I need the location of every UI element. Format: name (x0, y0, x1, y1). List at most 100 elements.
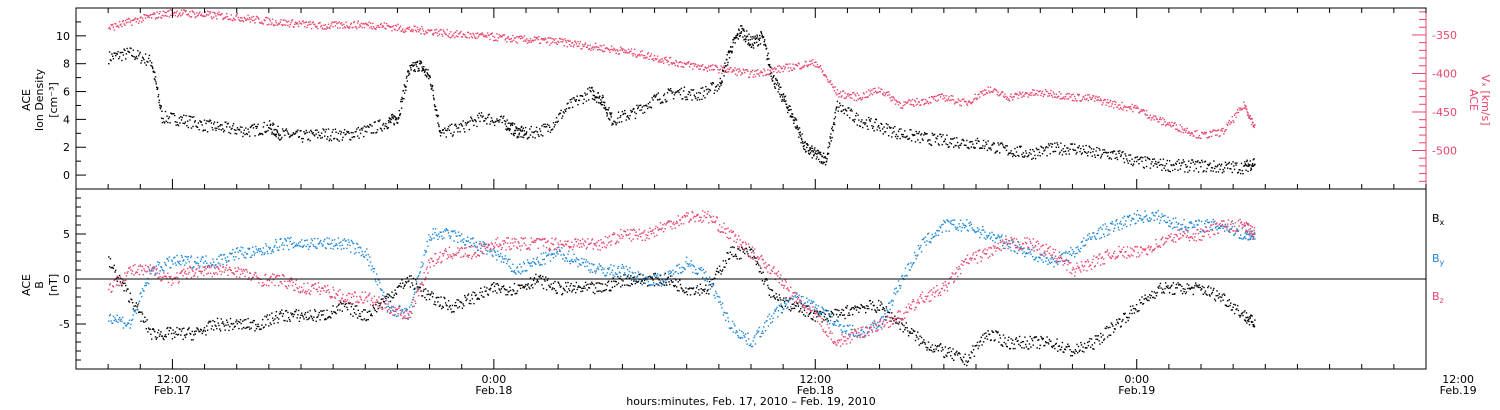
vx-series-point (975, 97, 977, 99)
vx-series-point (1252, 125, 1255, 128)
bx-series-point (909, 331, 911, 333)
ion-density-series-point (1243, 164, 1246, 167)
vx-series-point (332, 26, 334, 28)
bx-series-point (1058, 345, 1061, 347)
vx-series-point (1171, 121, 1173, 124)
bx-series-point (1087, 344, 1090, 347)
ion-density-series-point (933, 133, 936, 136)
ion-density-series-point (946, 144, 949, 146)
bx-series-point (265, 316, 268, 318)
ion-density-series-point (322, 128, 324, 130)
ion-density-series-point (936, 138, 938, 140)
ion-density-series-point (558, 113, 560, 116)
by-series-point (169, 267, 171, 269)
vx-series-point (540, 38, 542, 40)
ion-density-series-point (610, 114, 612, 116)
bx-series-point (162, 337, 164, 339)
ion-density-series-point (368, 126, 370, 128)
bx-series-point (731, 246, 734, 248)
ion-density-series-point (926, 133, 928, 135)
bx-series-point (738, 258, 741, 260)
vx-series-point (1067, 92, 1069, 95)
ion-density-series-point (281, 128, 284, 130)
ion-density-series-point (726, 58, 728, 61)
bx-series-point (592, 291, 594, 294)
vx-series-point (568, 40, 570, 42)
bx-series-point (1119, 318, 1121, 320)
vx-series-point (379, 23, 382, 26)
bx-series-point (627, 284, 630, 287)
ion-density-series-point (590, 90, 592, 93)
ion-density-series-point (467, 121, 470, 123)
ion-density-series-point (1070, 143, 1073, 145)
ion-density-series-point (940, 136, 943, 138)
vx-series-point (255, 15, 258, 18)
ion-density-series-point (454, 123, 457, 125)
vx-series-point (1073, 100, 1075, 102)
vx-series-point (226, 13, 228, 15)
bx-series-point (1188, 284, 1190, 286)
ion-density-series-point (860, 121, 862, 123)
ion-density-series-point (261, 133, 263, 135)
vx-series-point (235, 14, 238, 16)
bx-series-point (604, 289, 606, 291)
ion-density-series-point (724, 62, 726, 64)
bx-series-point (1211, 291, 1214, 294)
bx-series-point (1200, 289, 1202, 291)
ion-density-series-point (771, 78, 773, 80)
bx-series-point (140, 320, 142, 322)
bx-series-point (1164, 287, 1166, 290)
bx-series-point (203, 329, 205, 331)
vx-series-point (281, 24, 283, 26)
vx-series-point (871, 93, 874, 96)
ion-density-series-point (620, 115, 622, 117)
bx-series-point (1131, 312, 1133, 315)
ion-density-series-point (723, 75, 725, 77)
ion-density-series-point (777, 91, 779, 93)
bx-series-point (144, 320, 147, 323)
vx-series-point (1009, 95, 1012, 98)
ion-density-series-point (413, 70, 415, 72)
vx-series-point (324, 28, 326, 30)
bx-series-point (933, 350, 936, 353)
by-series-point (143, 290, 145, 292)
ion-density-series-point (1250, 168, 1253, 170)
bx-series-point (280, 312, 282, 315)
ion-density-series-point (584, 94, 587, 96)
ion-density-series-point (819, 153, 821, 155)
vx-series-point (401, 30, 403, 32)
vx-series-point (661, 58, 663, 60)
ion-density-series-point (1251, 164, 1253, 166)
vx-series-point (979, 96, 981, 98)
vx-series-point (986, 92, 989, 95)
ion-density-series-point (1168, 170, 1170, 172)
ion-density-series-point (331, 131, 333, 133)
ion-density-series-point (276, 130, 278, 132)
ion-density-series-point (763, 44, 765, 46)
bx-series-point (780, 299, 782, 301)
vx-series-point (235, 15, 237, 17)
ion-density-series-point (116, 53, 118, 55)
ion-density-series-point (296, 131, 298, 133)
vx-series-point (648, 58, 650, 60)
bx-series-point (504, 289, 506, 291)
vx-series-point (234, 19, 236, 21)
ion-density-series-point (530, 125, 532, 128)
ion-density-series-point (617, 117, 619, 119)
bx-series-point (1117, 322, 1119, 325)
bx-series-point (163, 338, 165, 341)
ion-density-series-point (213, 123, 215, 125)
vx-series-point (447, 36, 450, 38)
bx-series-point (1038, 339, 1040, 341)
bx-series-point (254, 330, 256, 332)
vx-series-point (1201, 131, 1203, 134)
bx-series-point (1025, 346, 1028, 348)
vx-series-point (613, 47, 615, 50)
bx-series-point (1163, 292, 1165, 294)
bx-series-point (409, 286, 412, 288)
vx-series-point (1016, 93, 1018, 95)
vx-series-point (320, 26, 322, 28)
vx-series-point (702, 64, 704, 66)
ion-density-series-point (711, 84, 713, 86)
ion-density-series-point (1252, 165, 1254, 167)
